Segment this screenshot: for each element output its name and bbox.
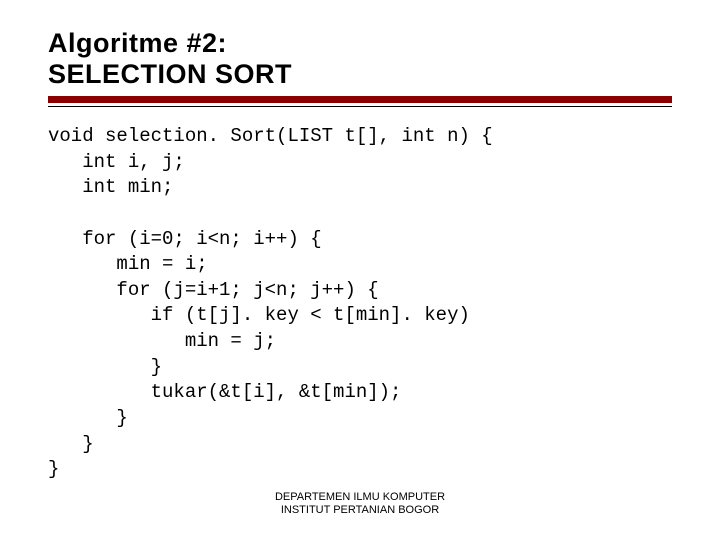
rule-thin	[48, 106, 672, 107]
code-block: void selection. Sort(LIST t[], int n) { …	[48, 124, 672, 483]
footer-line-2: INSTITUT PERTANIAN BOGOR	[0, 504, 720, 518]
slide: Algoritme #2: SELECTION SORT void select…	[0, 0, 720, 540]
footer-line-1: DEPARTEMEN ILMU KOMPUTER	[0, 491, 720, 505]
title-line-1: Algoritme #2:	[48, 28, 672, 59]
title-underline	[48, 96, 672, 106]
footer: DEPARTEMEN ILMU KOMPUTER INSTITUT PERTAN…	[0, 491, 720, 519]
title-line-2: SELECTION SORT	[48, 59, 672, 90]
rule-thick	[48, 96, 672, 103]
title-block: Algoritme #2: SELECTION SORT	[48, 28, 672, 90]
